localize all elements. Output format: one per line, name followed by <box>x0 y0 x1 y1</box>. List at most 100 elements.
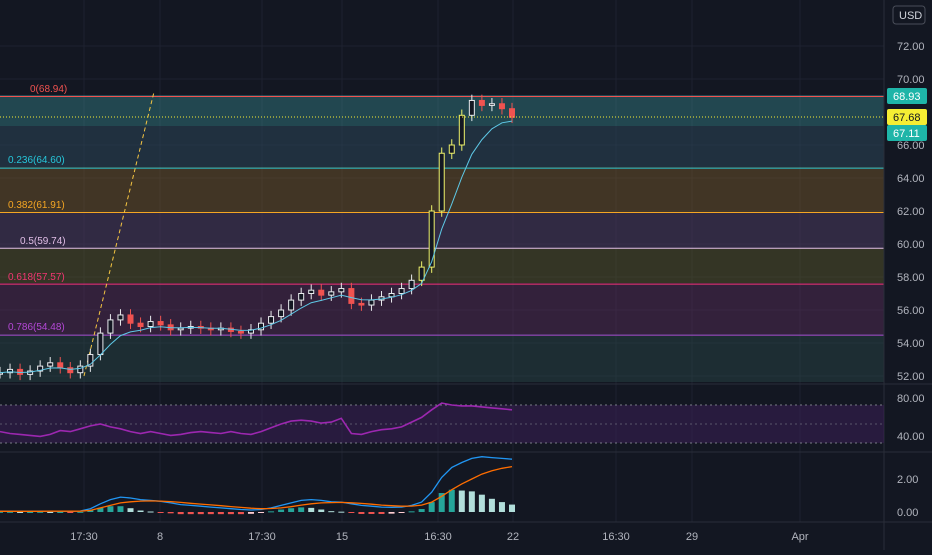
macd-tick: 2.00 <box>897 474 918 486</box>
candle-body <box>157 321 164 326</box>
macd-hist-bar <box>27 512 34 513</box>
moving-average-line <box>0 120 513 374</box>
macd-hist-bar <box>288 508 295 512</box>
badge-low <box>887 125 927 141</box>
price-tick: 66.00 <box>897 140 925 152</box>
macd-hist-bar <box>328 511 335 513</box>
macd-hist-bar <box>57 512 64 513</box>
macd-hist-bar <box>87 510 94 512</box>
fib-label-05: 0.5(59.74) <box>20 236 66 247</box>
time-tick: Apr <box>791 531 808 543</box>
macd-hist-bar <box>7 511 14 513</box>
candles <box>0 94 515 381</box>
candle-body <box>27 370 34 375</box>
macd-hist-bar <box>398 512 405 513</box>
time-tick: 16:30 <box>602 531 630 543</box>
macd-hist-bar <box>358 512 365 514</box>
candle-body <box>498 103 505 110</box>
badge-last <box>887 109 927 125</box>
time-tick: 15 <box>336 531 348 543</box>
price-tick: 72.00 <box>897 41 925 53</box>
time-tick: 17:30 <box>70 531 98 543</box>
candle-body <box>107 319 114 334</box>
candle-body <box>388 293 395 298</box>
macd-line <box>0 456 513 512</box>
candle-body <box>368 299 375 306</box>
macd-hist-bar <box>509 504 515 512</box>
candle-body <box>298 293 305 301</box>
fib-label-0618: 0.618(57.57) <box>8 272 65 283</box>
time-tick: 16:30 <box>424 531 452 543</box>
macd-tick: 0.00 <box>897 507 918 519</box>
candle-body <box>0 372 3 375</box>
candle-body <box>77 365 84 374</box>
candle-body <box>268 316 275 324</box>
macd-hist-bar <box>107 506 114 512</box>
macd-hist-bar <box>478 494 485 512</box>
candle-body <box>278 309 285 318</box>
time-tick: 29 <box>686 531 698 543</box>
badge-low-label: 67.11 <box>893 128 920 140</box>
candle-body <box>97 332 104 356</box>
macd-hist-bar <box>488 498 495 512</box>
rsi-tick: 40.00 <box>897 431 925 443</box>
candle-body <box>7 368 14 374</box>
candle-body <box>398 288 405 294</box>
macd-hist-bar <box>298 507 305 512</box>
candle-body <box>458 114 465 146</box>
price-tick: 64.00 <box>897 173 925 185</box>
candle-body <box>308 289 315 295</box>
currency-button[interactable] <box>892 5 926 25</box>
time-tick: 8 <box>157 531 163 543</box>
price-tick: 58.00 <box>897 272 925 284</box>
macd-hist-bar <box>448 489 455 512</box>
candle-body <box>258 322 265 331</box>
candle-body <box>137 322 144 328</box>
candle-body <box>47 362 54 367</box>
candle-body <box>67 367 74 374</box>
badge-high <box>887 88 927 104</box>
macd-hist-bar <box>368 512 375 514</box>
macd-hist-bar <box>97 507 104 512</box>
candle-body <box>468 99 475 116</box>
candle-body <box>318 289 325 296</box>
candle-body <box>37 365 44 372</box>
price-tick: 70.00 <box>897 74 925 86</box>
badge-high-label: 68.93 <box>893 91 921 103</box>
fib-label-0382: 0.382(61.91) <box>8 200 65 211</box>
candle-body <box>338 288 345 293</box>
price-tick: 54.00 <box>897 338 925 350</box>
candle-body <box>348 288 355 304</box>
candle-body <box>408 279 415 290</box>
candle-body <box>177 327 184 331</box>
macd-hist-bar <box>37 511 44 513</box>
macd-hist-bar <box>197 512 204 515</box>
fib-zones <box>0 95 884 382</box>
candle-body <box>237 330 244 334</box>
rsi-tick: 80.00 <box>897 393 925 405</box>
macd-hist-bar <box>278 509 285 512</box>
fib-label-0: 0(68.94) <box>30 84 67 95</box>
macd-hist-bar <box>17 512 24 513</box>
price-tick: 62.00 <box>897 206 925 218</box>
rsi-line <box>0 402 513 438</box>
macd-hist-bar <box>47 512 54 513</box>
macd-hist-bar <box>468 491 475 512</box>
macd-hist-bar <box>258 512 265 513</box>
candle-body <box>448 144 455 154</box>
macd-hist-bar <box>217 512 224 515</box>
macd-hist-bar <box>378 512 385 514</box>
candle-body <box>358 302 365 306</box>
time-tick: 17:30 <box>248 531 276 543</box>
macd-hist-bar <box>338 511 345 513</box>
price-tick: 52.00 <box>897 371 925 383</box>
candle-body <box>87 354 94 367</box>
candle-body <box>418 266 425 281</box>
macd-hist-bar <box>0 511 3 513</box>
macd-hist-bar <box>247 512 254 514</box>
macd-hist-bar <box>167 512 174 514</box>
macd-hist-bar <box>117 506 124 512</box>
macd-hist-bar <box>187 512 194 515</box>
